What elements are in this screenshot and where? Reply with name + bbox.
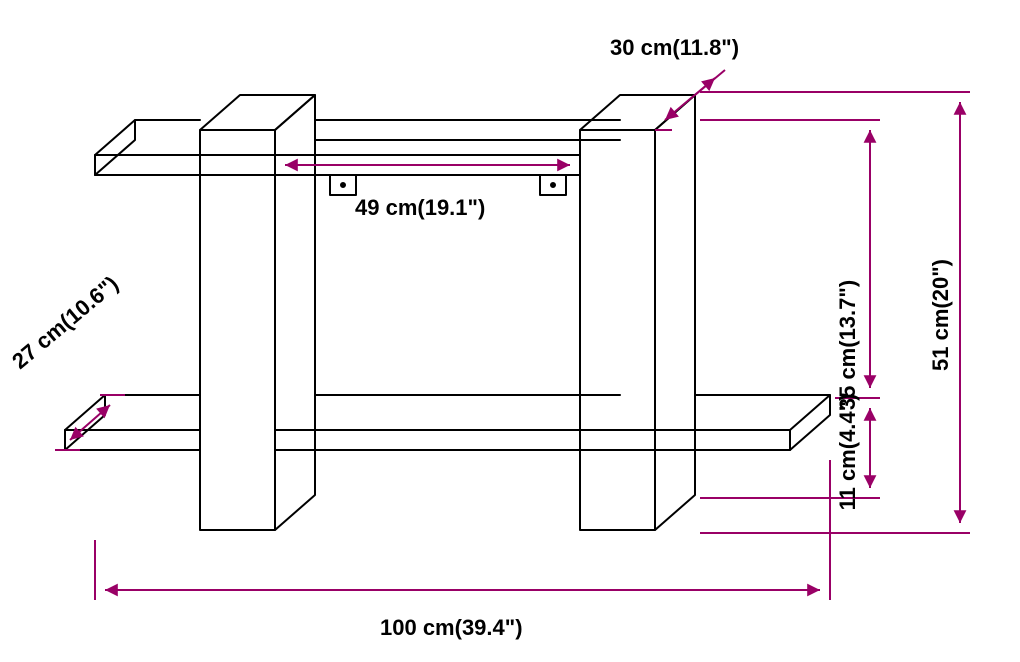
label-width-bottom: 100 cm(39.4") <box>380 615 523 640</box>
label-depth-top: 30 cm(11.8") <box>610 35 739 60</box>
dimension-labels: 30 cm(11.8") 49 cm(19.1") 27 cm(10.6") 1… <box>7 35 953 640</box>
tech-drawing: 30 cm(11.8") 49 cm(19.1") 27 cm(10.6") 1… <box>0 0 1020 662</box>
label-height-total: 51 cm(20") <box>928 259 953 371</box>
label-inner-width: 49 cm(19.1") <box>355 195 485 220</box>
label-gap-upper: 35 cm(13.7") <box>835 280 860 410</box>
label-gap-lower: 11 cm(4.4") <box>835 394 860 511</box>
dimension-lines <box>55 70 970 600</box>
furniture-outline <box>65 95 830 530</box>
label-depth-low: 27 cm(10.6") <box>7 271 123 374</box>
